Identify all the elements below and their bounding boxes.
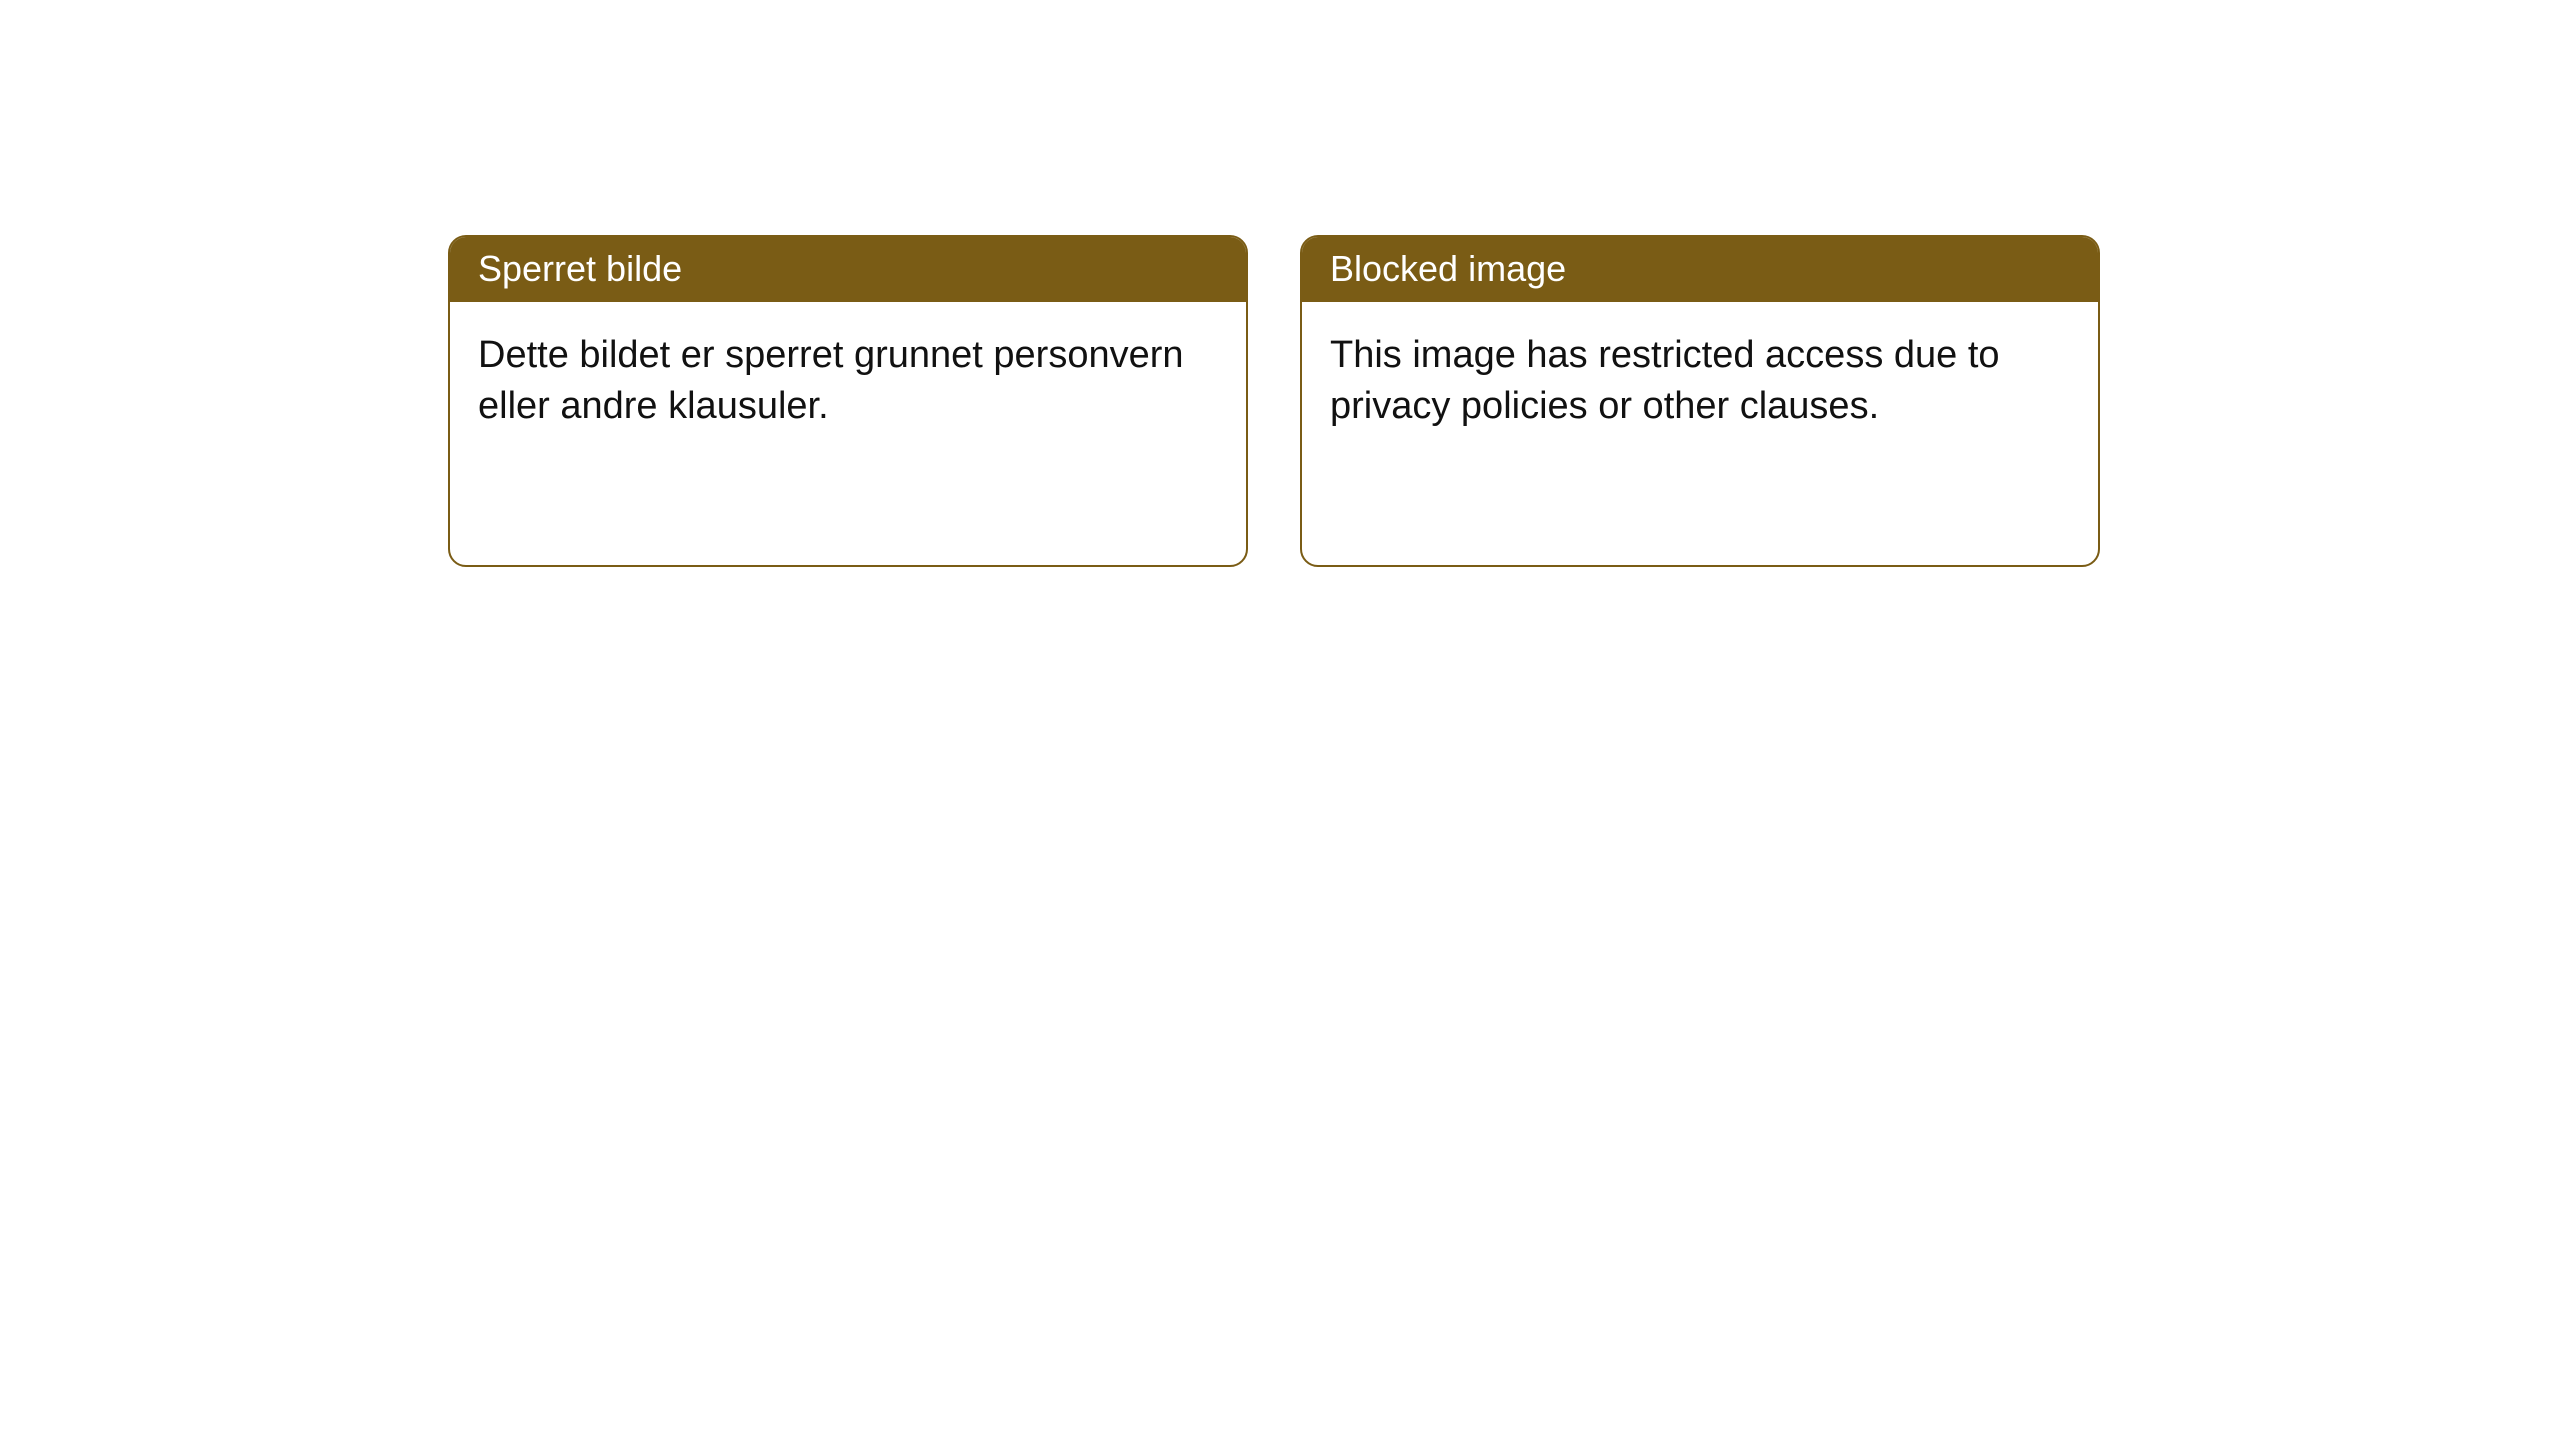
cards-container: Sperret bilde Dette bildet er sperret gr…	[448, 235, 2100, 567]
card-header-norwegian: Sperret bilde	[450, 237, 1246, 302]
card-body-english: This image has restricted access due to …	[1302, 302, 2098, 461]
card-norwegian: Sperret bilde Dette bildet er sperret gr…	[448, 235, 1248, 567]
card-header-english: Blocked image	[1302, 237, 2098, 302]
card-body-norwegian: Dette bildet er sperret grunnet personve…	[450, 302, 1246, 461]
card-english: Blocked image This image has restricted …	[1300, 235, 2100, 567]
